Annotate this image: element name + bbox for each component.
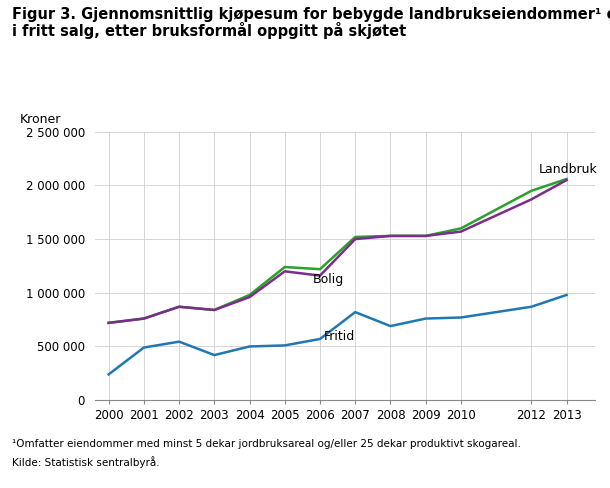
Text: Fritid: Fritid [323, 330, 355, 343]
Text: Landbruk: Landbruk [539, 163, 597, 176]
Text: Kilde: Statistisk sentralbyrå.: Kilde: Statistisk sentralbyrå. [12, 456, 160, 468]
Text: i fritt salg, etter bruksformål oppgitt på skjøtet: i fritt salg, etter bruksformål oppgitt … [12, 22, 406, 39]
Text: Bolig: Bolig [313, 273, 344, 286]
Text: ¹Omfatter eiendommer med minst 5 dekar jordbruksareal og/eller 25 dekar produkti: ¹Omfatter eiendommer med minst 5 dekar j… [12, 439, 521, 449]
Text: Kroner: Kroner [20, 113, 61, 126]
Text: Figur 3. Gjennomsnittlig kjøpesum for bebygde landbrukseiendommer¹ omsatt: Figur 3. Gjennomsnittlig kjøpesum for be… [12, 7, 610, 22]
